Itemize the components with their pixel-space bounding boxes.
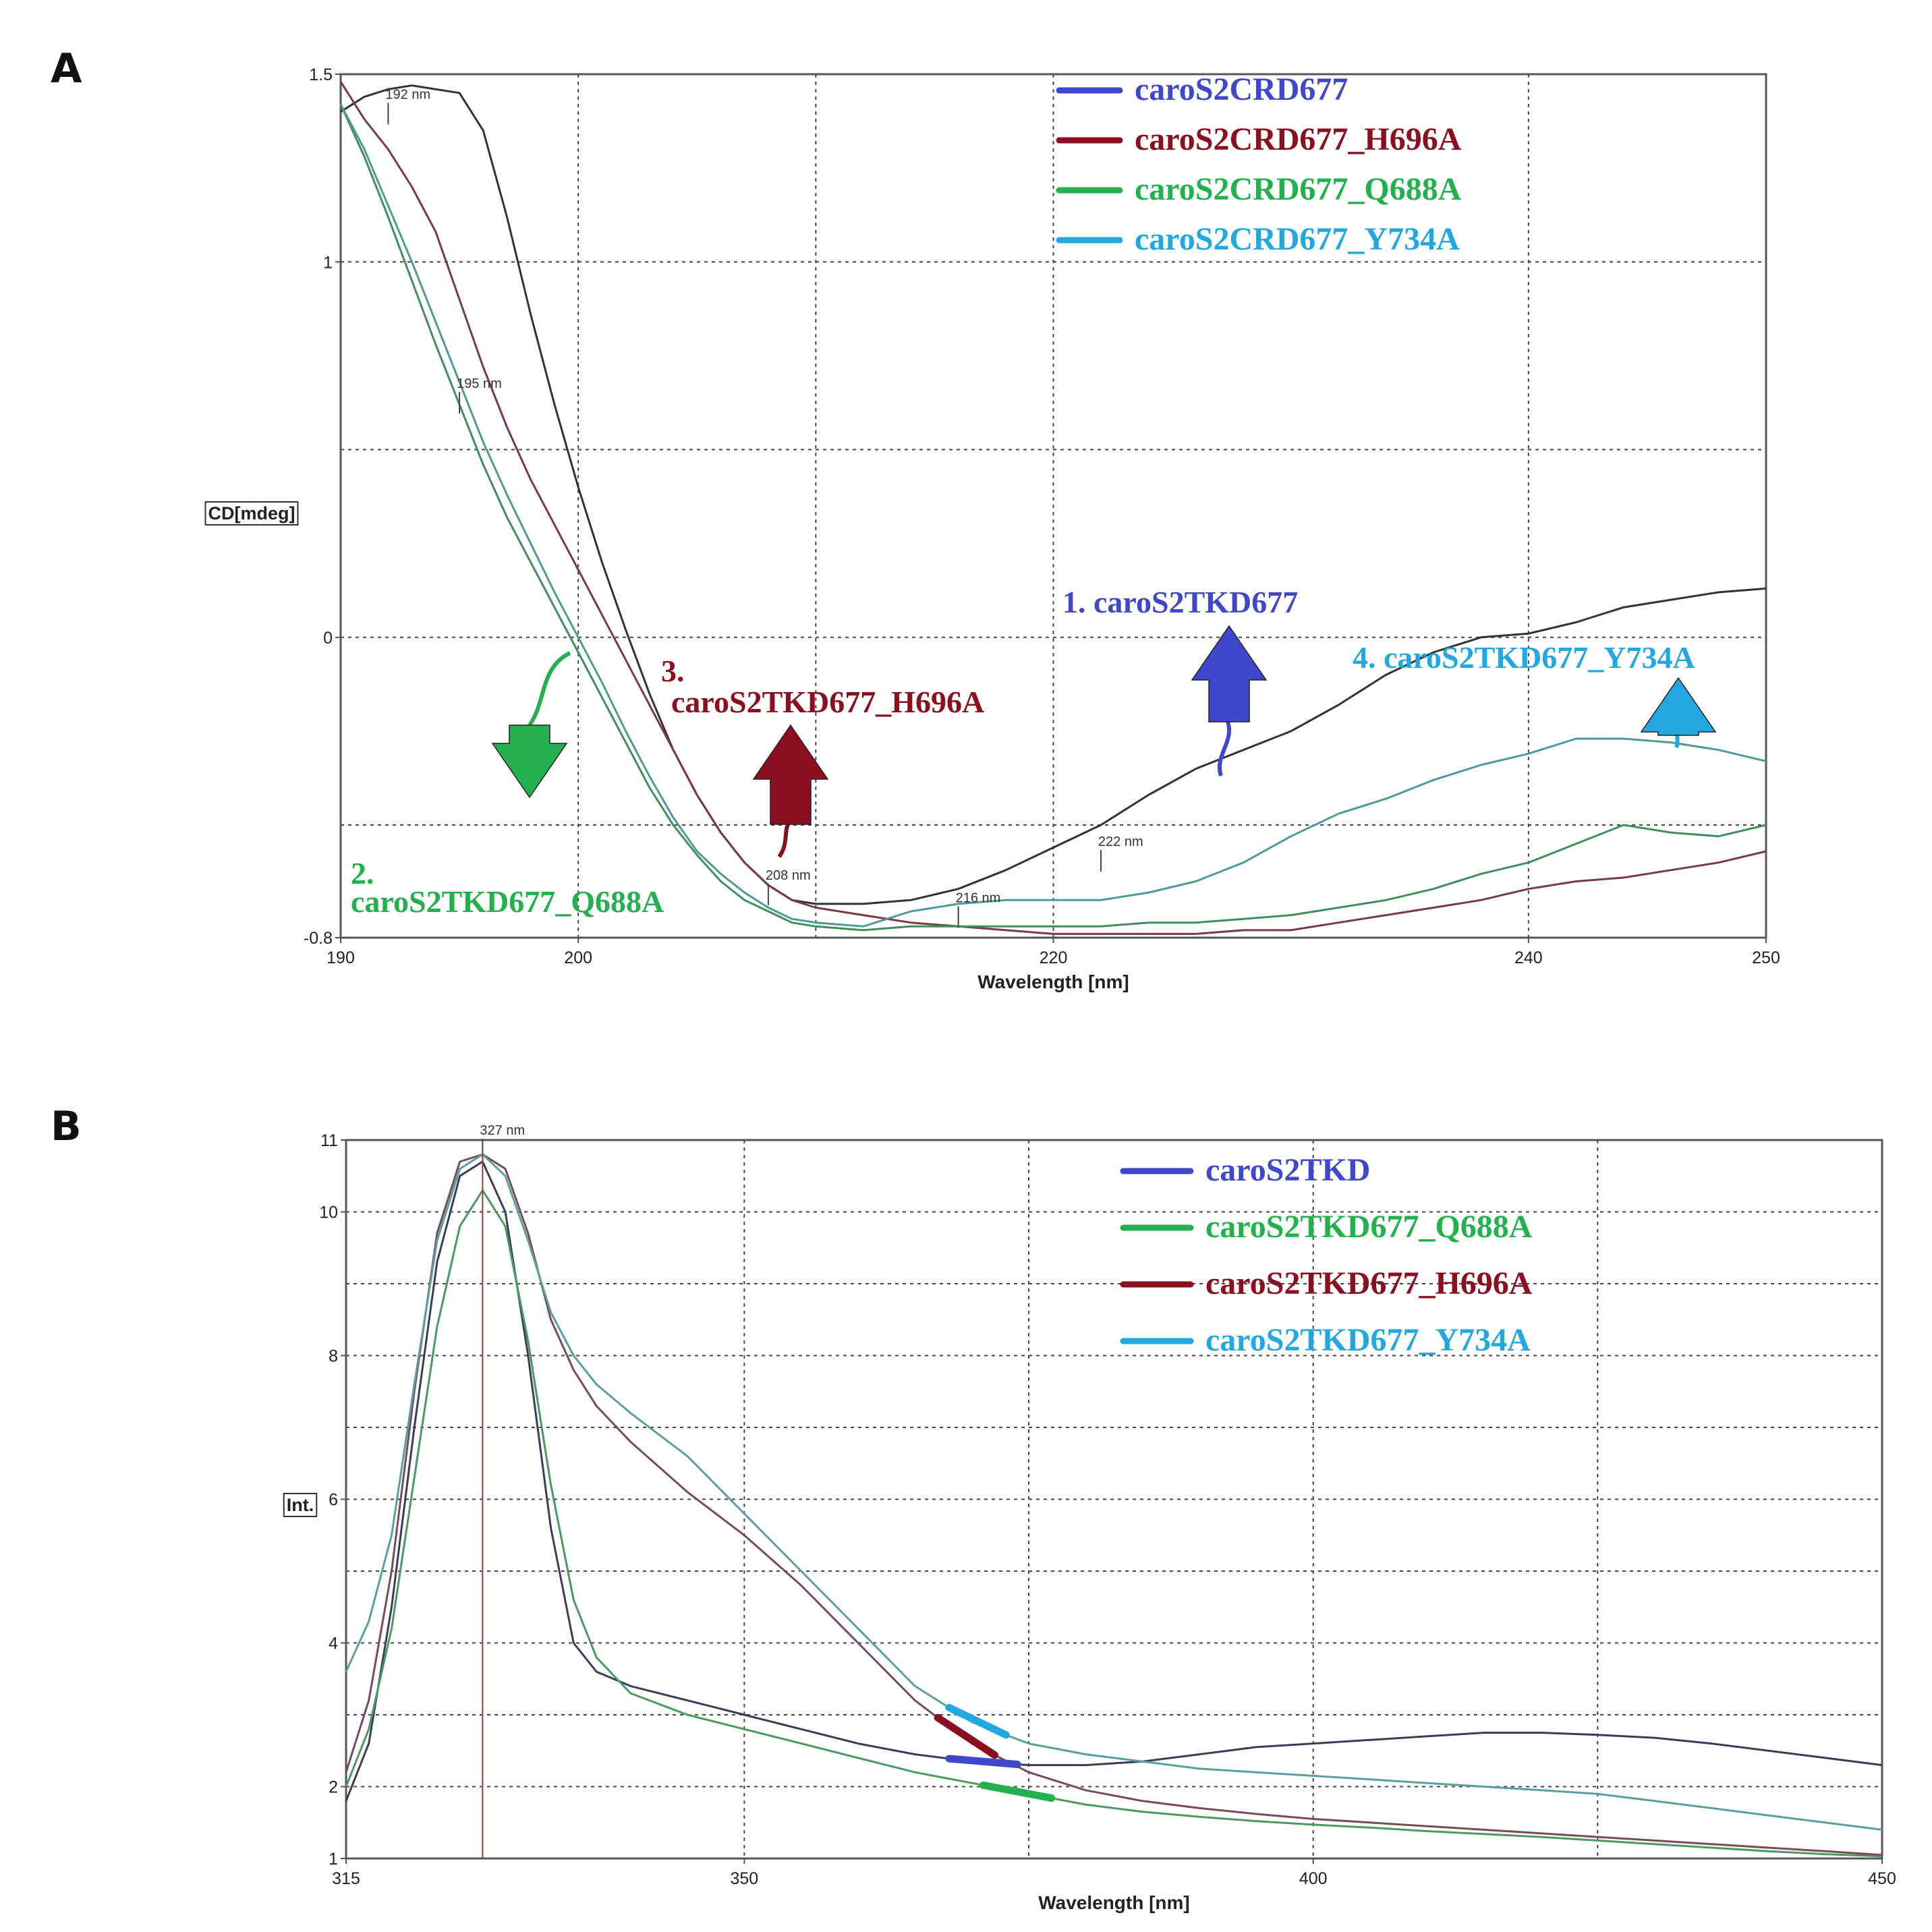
x-tick-label: 220: [1040, 948, 1068, 967]
x-tick-label: 250: [1752, 948, 1780, 967]
annotation-label: 2.: [351, 856, 374, 890]
series-line-caros2tkd677-h696a: [345, 1153, 1883, 1856]
chart-panel-a: 190 200 220 240 250 1.5 1 0 -0.8 Wavelength [nm] C…: [204, 65, 1780, 992]
y-tick-label: 10: [319, 1203, 338, 1222]
annotation-label: 3.: [661, 654, 685, 688]
up-arrow: [752, 724, 829, 825]
arrow-tail: [1218, 721, 1231, 776]
peak-label: 216 nm: [956, 890, 1001, 905]
y-tick-label: 1: [329, 1850, 338, 1869]
y-tick-label: 2: [329, 1778, 338, 1797]
y-tick-label: 1.5: [309, 65, 333, 84]
annotation-label: caroS2TKD677_H696A: [671, 685, 984, 719]
y-tick-label: 11: [320, 1131, 338, 1150]
peak-label: 195 nm: [457, 376, 502, 391]
y-tick-label: 0: [323, 629, 333, 648]
annotation-label: 1. caroS2TKD677: [1062, 585, 1298, 619]
y-axis-title: Int.: [287, 1495, 314, 1515]
series-line-caros2tkd677-q688a: [339, 103, 1767, 932]
annotation-label: caroS2TKD677_Q688A: [351, 884, 664, 919]
peak-label: 192 nm: [385, 88, 430, 103]
x-tick-label: 200: [564, 948, 592, 967]
legend-label: caroS2TKD677_Q688A: [1205, 1209, 1533, 1245]
panel-label-a: A: [51, 45, 82, 92]
series-line-caros2tkd677-y734a: [339, 103, 1767, 928]
peak-label: 208 nm: [766, 868, 811, 883]
up-arrow: [1640, 677, 1717, 736]
panel-label-b: B: [51, 1103, 82, 1150]
series-marker-caros2tkd: [945, 1755, 1021, 1768]
chart-panel-b: 315 350 400 450 11 10 8 6 4 2 1 Wavelength [nm] Int.…: [283, 1123, 1896, 1913]
y-tick-label: 1: [323, 253, 333, 272]
arrow-tail: [528, 651, 571, 727]
y-axis-title-box: [283, 1493, 318, 1517]
down-arrow: [491, 724, 568, 799]
up-arrow: [1191, 625, 1268, 722]
legend-label: caroS2CRD677_Y734A: [1135, 221, 1460, 257]
legend-label: caroS2TKD677_Y734A: [1205, 1322, 1531, 1358]
series-line-caros2tkd677: [340, 84, 1767, 905]
legend-label: caroS2TKD: [1205, 1152, 1370, 1188]
x-tick-label: 190: [326, 948, 355, 967]
x-tick-label: 450: [1868, 1869, 1896, 1888]
series-marker-caros2tkd677-y734a: [945, 1703, 1010, 1739]
series-line-caros2tkd677-h696a: [339, 81, 1767, 935]
x-axis-title: Wavelength [nm]: [977, 971, 1129, 992]
x-tick-label: 400: [1299, 1869, 1328, 1888]
y-tick-label: 8: [329, 1347, 338, 1366]
x-tick-label: 315: [332, 1869, 360, 1888]
legend-label: caroS2CRD677_H696A: [1135, 121, 1462, 157]
legend-label: caroS2CRD677: [1135, 72, 1348, 107]
x-axis-title: Wavelength [nm]: [1038, 1892, 1190, 1913]
annotation-label: 4. caroS2TKD677_Y734A: [1353, 640, 1695, 675]
peak-label: 222 nm: [1098, 834, 1143, 849]
y-axis-title: CD[mdeg]: [208, 503, 295, 523]
series-line-caros2tkd677-q688a: [345, 1189, 1883, 1858]
legend-label: caroS2TKD677_H696A: [1205, 1266, 1533, 1301]
y-tick-label: -0.8: [304, 929, 333, 948]
y-tick-label: 6: [329, 1491, 338, 1510]
series-marker-caros2tkd677-h696a: [934, 1713, 998, 1759]
x-tick-label: 240: [1514, 948, 1543, 967]
series-line-caros2tkd: [345, 1160, 1883, 1802]
y-axis-title-box: [204, 501, 299, 525]
peak-label: 327 nm: [480, 1123, 525, 1138]
legend-label: caroS2CRD677_Q688A: [1135, 171, 1462, 207]
series-line-caros2tkd677-y734a: [345, 1153, 1883, 1831]
y-tick-label: 4: [329, 1635, 338, 1653]
series-marker-caros2tkd677-q688a: [979, 1781, 1056, 1802]
x-tick-label: 350: [730, 1869, 758, 1888]
